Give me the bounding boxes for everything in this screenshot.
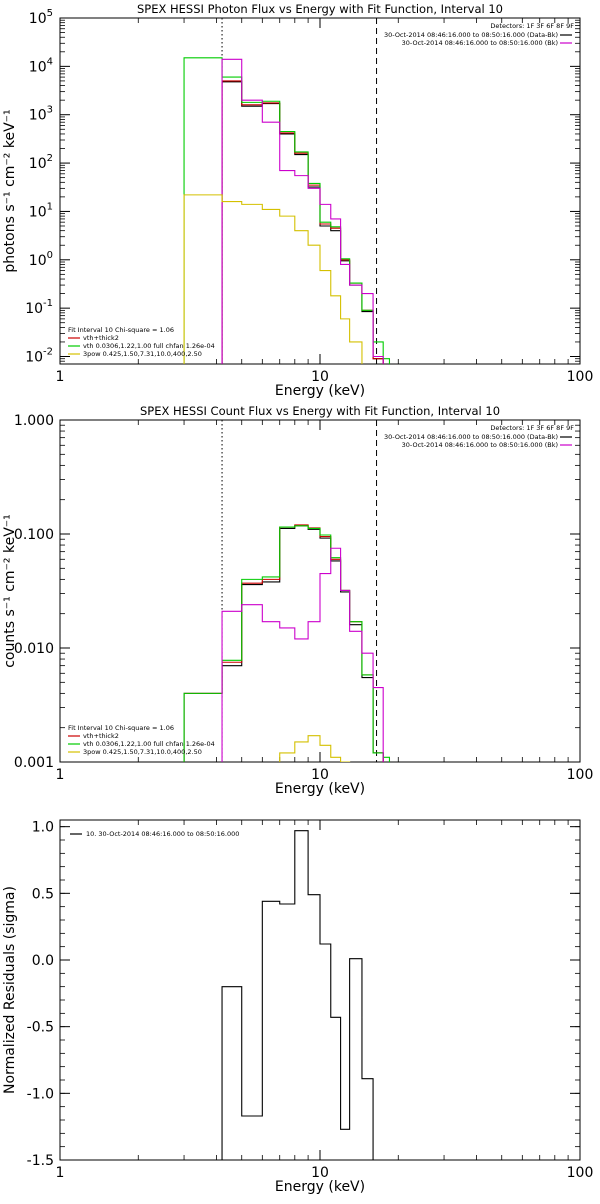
x-tick-label: 100 (567, 1165, 594, 1181)
series-line-3 (183, 57, 391, 364)
plot-frame (59, 819, 581, 1161)
y-tick-label: -1.0 (27, 1086, 54, 1102)
series-line-5 (183, 194, 363, 364)
legend-bottom-entry: vth+thick2 (83, 732, 119, 740)
series-group (183, 524, 391, 762)
x-tick-label: 10 (311, 369, 329, 385)
detectors-label: Detectors: 1F 3F 6F 8F 9F (490, 424, 574, 432)
series-line-1 (221, 81, 384, 364)
y-tick-label: 0.001 (14, 755, 54, 771)
chart-title: SPEX HESSI Photon Flux vs Energy with Fi… (137, 2, 503, 16)
legend-top-entry: 30-Oct-2014 08:46:16.000 to 08:50:16.000… (384, 433, 558, 441)
x-tick-label: 1 (56, 767, 65, 783)
x-axis-label: Energy (keV) (275, 1179, 365, 1195)
y-axis-label: counts s⁻¹ cm⁻² keV⁻¹ (2, 514, 18, 668)
series-line-2 (221, 80, 384, 364)
series-line-4 (221, 58, 384, 364)
legend-bottom-entry: vth+thick2 (83, 334, 119, 342)
x-tick-label: 100 (567, 767, 594, 783)
y-tick-label: 10-1 (25, 298, 53, 317)
series-line-4 (221, 547, 384, 762)
series-line-2 (183, 524, 384, 762)
y-tick-label: 104 (29, 56, 53, 75)
chart-panel-2: SPEX HESSI Count Flux vs Energy with Fit… (2, 404, 593, 797)
series-line-1 (221, 830, 374, 1160)
x-tick-label: 10 (311, 1165, 329, 1181)
legend-bottom-entry: 3pow 0.425,1.50,7.31,10.0,400,2.50 (83, 748, 202, 756)
y-tick-label: -0.5 (27, 1020, 54, 1036)
x-tick-label: 100 (567, 369, 594, 385)
x-tick-label: 10 (311, 767, 329, 783)
y-tick-label: 0.010 (14, 641, 54, 657)
x-tick-label: 1 (56, 369, 65, 385)
x-tick-label: 1 (56, 1165, 65, 1181)
y-tick-label: 0.5 (32, 886, 54, 902)
chart-panel-1: SPEX HESSI Photon Flux vs Energy with Fi… (2, 2, 593, 399)
y-tick-label: 10-2 (25, 347, 53, 366)
y-axis-label: photons s⁻¹ cm⁻² keV⁻¹ (2, 109, 18, 272)
legend-bottom-entry: vth 0.0306,1.22,1.00 full chfan 1.26e-04 (83, 342, 215, 350)
detectors-label: Detectors: 1F 3F 6F 8F 9F (490, 22, 574, 30)
series-line-3 (183, 525, 391, 762)
legend-top-entry: 30-Oct-2014 08:46:16.000 to 08:50:16.000… (402, 441, 558, 449)
y-tick-label: 0.0 (32, 953, 54, 969)
legend-top-entry: 30-Oct-2014 08:46:16.000 to 08:50:16.000… (384, 31, 558, 39)
x-axis-label: Energy (keV) (275, 781, 365, 797)
y-tick-label: 1.0 (32, 820, 54, 836)
y-tick-label: 1.000 (14, 413, 54, 429)
fit-header-label: Fit Interval 10 Chi-square = 1.06 (68, 724, 174, 732)
y-tick-label: 105 (29, 8, 53, 27)
y-tick-label: 0.100 (14, 527, 54, 543)
y-tick-label: 100 (29, 250, 53, 269)
y-tick-label: 103 (29, 105, 53, 124)
residual-legend-label: 10. 30-Oct-2014 08:46:16.000 to 08:50:16… (86, 830, 239, 838)
fit-header-label: Fit Interval 10 Chi-square = 1.06 (68, 326, 174, 334)
y-axis-label: Normalized Residuals (sigma) (2, 886, 18, 1094)
x-axis-label: Energy (keV) (275, 383, 365, 399)
chart-panel-3: 1 10 100 Energy (keV) 1.0 0.5 0.0 -0.5 -1.0 -1.5 N… (2, 819, 594, 1195)
legend-bottom-entry: 3pow 0.425,1.50,7.31,10.0,400,2.50 (83, 350, 202, 358)
series-group (221, 830, 374, 1160)
legend-bottom-entry: vth 0.0306,1.22,1.00 full chfan 1.26e-04 (83, 740, 215, 748)
series-line-5 (279, 735, 351, 762)
legend-top-entry: 30-Oct-2014 08:46:16.000 to 08:50:16.000… (402, 39, 558, 47)
chart-title: SPEX HESSI Count Flux vs Energy with Fit… (140, 404, 500, 418)
y-tick-label: 102 (29, 153, 53, 172)
series-line-1 (183, 525, 384, 762)
y-tick-label: 101 (29, 201, 53, 220)
series-group (183, 57, 391, 364)
y-tick-label: -1.5 (27, 1153, 54, 1169)
